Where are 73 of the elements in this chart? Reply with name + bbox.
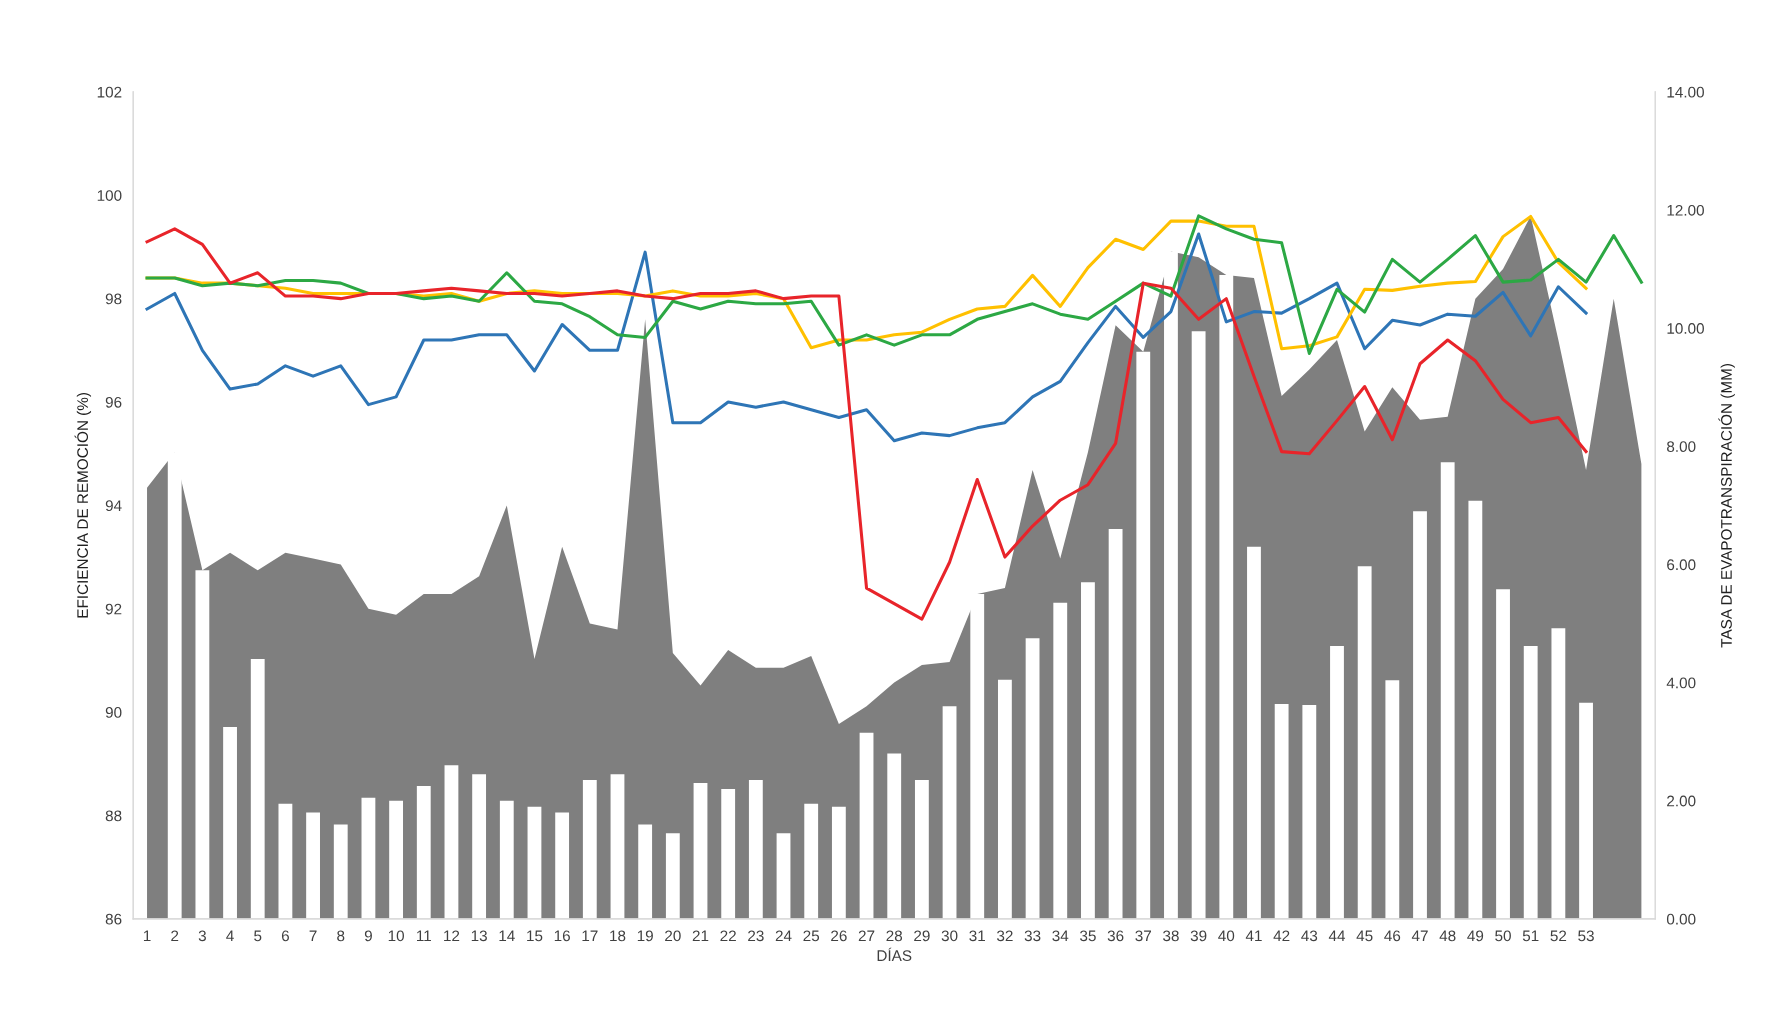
x-tick-label: 19 — [637, 930, 653, 942]
x-tick-label: 37 — [1135, 930, 1152, 942]
x-tick-label: 40 — [1218, 930, 1235, 942]
x-tick-label: 31 — [969, 930, 985, 942]
y2-axis-title: TASA DE EVAPOTRANSPIRACIÓN (MM) — [1718, 364, 1735, 648]
x-tick-label: 39 — [1190, 930, 1207, 942]
y2-tick-label: 2.00 — [1667, 795, 1696, 807]
x-tick-label: 20 — [665, 930, 681, 942]
x-tick-label: 17 — [582, 930, 598, 942]
x-tick-label: 29 — [914, 930, 930, 942]
y-axis-title: EFICIENCIA DE REMOCIÓN (%) — [74, 393, 92, 618]
x-tick-label: 5 — [254, 930, 262, 942]
x-tick-label: 27 — [858, 930, 875, 942]
x-tick-label: 44 — [1328, 930, 1346, 942]
y-tick-label: 86 — [105, 913, 122, 925]
x-tick-label: 46 — [1384, 930, 1401, 942]
x-tick-label: 8 — [337, 930, 345, 942]
x-tick-label: 25 — [803, 930, 820, 942]
x-tick-label: 34 — [1052, 930, 1069, 942]
y-tick-label: 90 — [105, 707, 122, 718]
x-tick-label: 35 — [1080, 930, 1096, 942]
x-tick-label: 49 — [1467, 930, 1484, 942]
x-tick-label: 51 — [1522, 930, 1539, 942]
x-tick-label: 30 — [941, 930, 958, 942]
x-tick-label: 33 — [1024, 930, 1041, 942]
x-tick-label: 2 — [171, 930, 179, 942]
x-tick-label: 50 — [1495, 930, 1511, 942]
y-tick-label: 100 — [97, 190, 122, 201]
x-tick-label: 21 — [692, 930, 709, 942]
x-tick-label: 47 — [1411, 930, 1428, 942]
x-tick-label: 41 — [1245, 930, 1262, 942]
y-tick-label: 92 — [105, 603, 122, 615]
x-tick-label: 43 — [1301, 930, 1318, 942]
y-tick-label: 94 — [105, 500, 122, 512]
y2-tick-label: 14.00 — [1667, 86, 1704, 98]
y2-tick-label: 6.00 — [1667, 559, 1696, 571]
x-tick-label: 24 — [775, 930, 792, 942]
x-tick-label: 32 — [997, 930, 1013, 942]
x-tick-label: 9 — [364, 930, 372, 942]
x-tick-label: 12 — [444, 930, 460, 942]
x-tick-label: 52 — [1550, 930, 1567, 942]
x-tick-label: 10 — [388, 930, 404, 942]
x-tick-label: 23 — [748, 930, 764, 942]
y2-tick-label: 0.00 — [1666, 913, 1696, 925]
x-tick-label: 48 — [1439, 930, 1456, 942]
y-tick-label: 96 — [105, 396, 122, 408]
x-tick-label: 3 — [198, 930, 206, 942]
y-tick-label: 102 — [97, 86, 122, 98]
x-tick-label: 38 — [1163, 930, 1179, 942]
x-tick-label: 11 — [417, 930, 431, 942]
x-tick-label: 15 — [527, 930, 543, 942]
x-tick-label: 1 — [143, 930, 151, 942]
x-tick-label: 53 — [1578, 930, 1594, 942]
x-tick-label: 4 — [226, 930, 234, 942]
y2-tick-label: 10.00 — [1667, 323, 1704, 334]
y2-tick-label: 12.00 — [1667, 204, 1704, 216]
x-axis-title: DÍAS — [877, 947, 912, 962]
x-tick-label: 45 — [1356, 930, 1373, 942]
y-tick-label: 98 — [105, 293, 122, 305]
x-tick-label: 14 — [499, 930, 515, 942]
x-tick-label: 36 — [1107, 930, 1124, 942]
x-tick-label: 16 — [554, 930, 570, 942]
y2-tick-label: 8.00 — [1667, 441, 1696, 453]
x-tick-label: 13 — [471, 930, 487, 942]
y-tick-label: 88 — [105, 810, 122, 822]
x-tick-label: 26 — [831, 930, 847, 942]
y2-tick-label: 4.00 — [1666, 677, 1696, 689]
x-tick-label: 22 — [720, 930, 736, 942]
x-tick-label: 6 — [281, 930, 289, 942]
x-tick-label: 42 — [1273, 930, 1290, 942]
x-tick-label: 18 — [610, 930, 626, 942]
x-tick-label: 7 — [309, 930, 317, 942]
x-tick-label: 28 — [886, 930, 903, 942]
